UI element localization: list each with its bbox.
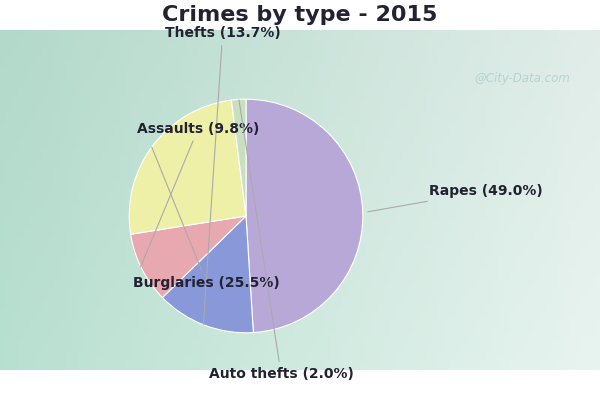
Text: Assaults (9.8%): Assaults (9.8%) [137,122,259,267]
Text: Burglaries (25.5%): Burglaries (25.5%) [133,147,280,290]
Wedge shape [232,99,246,216]
Wedge shape [163,216,253,333]
Text: @City-Data.com: @City-Data.com [474,72,570,85]
Text: Thefts (13.7%): Thefts (13.7%) [165,26,281,324]
Text: Auto thefts (2.0%): Auto thefts (2.0%) [209,100,353,381]
Text: Crimes by type - 2015: Crimes by type - 2015 [163,5,437,25]
Wedge shape [246,99,363,332]
Wedge shape [129,100,246,234]
Text: Rapes (49.0%): Rapes (49.0%) [368,184,543,212]
Wedge shape [131,216,246,298]
